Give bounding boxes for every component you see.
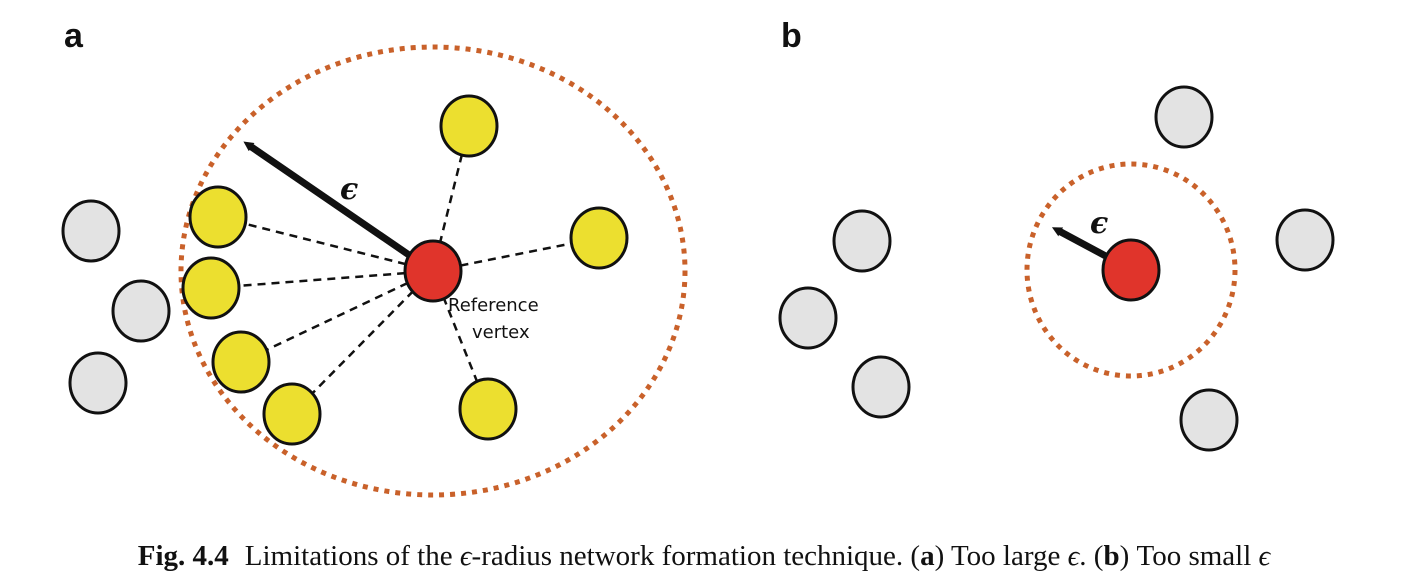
- outside-nodes-b: [778, 85, 1335, 452]
- neighbor-node: [211, 330, 271, 394]
- neighbor-node: [458, 377, 518, 441]
- neighbor-node: [439, 94, 499, 158]
- edge-to-neighbor-left-2: [210, 269, 434, 290]
- epsilon-radius-boundary-small: [1024, 161, 1238, 379]
- neighbor-nodes: [181, 94, 629, 446]
- caption-marker-b: b: [1103, 540, 1120, 572]
- edge-to-neighbor-top: [431, 125, 471, 272]
- figure-number: Fig. 4.4: [137, 540, 229, 572]
- caption-marker-a: a: [920, 540, 935, 572]
- outside-node: [778, 286, 838, 350]
- caption-epsilon-2: ϵ: [1067, 540, 1080, 572]
- reference-label-line1: Reference: [448, 295, 539, 316]
- epsilon-label-small: ϵ: [1090, 206, 1108, 241]
- epsilon-arrow-large: [243, 141, 430, 271]
- outside-node: [1275, 208, 1335, 272]
- panel-b-label: b: [781, 17, 802, 55]
- edge-to-neighbor-left-3: [240, 269, 434, 364]
- outside-node: [61, 199, 121, 263]
- caption-text-5: ) Too small: [1119, 540, 1259, 572]
- caption-epsilon-3: ϵ: [1258, 540, 1271, 572]
- outside-node: [851, 355, 911, 419]
- caption-epsilon-1: ϵ: [459, 540, 472, 572]
- neighbor-node: [188, 185, 248, 249]
- edge-to-neighbor-left-1: [217, 215, 434, 273]
- neighbor-node: [181, 256, 241, 320]
- caption-text-3: ) Too large: [934, 540, 1068, 572]
- outside-node: [832, 209, 892, 273]
- reference-vertex: [403, 239, 463, 303]
- figure-caption: Fig. 4.4 Limitations of the ϵ-radius netw…: [0, 540, 1408, 573]
- outside-nodes-a: [61, 199, 171, 415]
- outside-node: [68, 351, 128, 415]
- caption-text-1: Limitations of the: [244, 540, 460, 572]
- edge-to-neighbor-bottom-right: [431, 270, 490, 410]
- epsilon-radius-boundary-large: [178, 44, 688, 498]
- epsilon-label-large: ϵ: [340, 172, 358, 207]
- outside-node: [1179, 388, 1239, 452]
- neighbor-node: [569, 206, 629, 270]
- reference-label-line2: vertex: [472, 322, 530, 343]
- caption-text-4: . (: [1079, 540, 1104, 572]
- edge-to-neighbor-left-4: [291, 270, 434, 415]
- reference-vertex-b: [1101, 238, 1161, 302]
- panel-b: b ϵ: [778, 17, 1335, 452]
- caption-text-2: -radius network formation technique. (: [471, 540, 921, 572]
- outside-node: [111, 279, 171, 343]
- panel-a: a ϵ: [61, 17, 688, 498]
- outside-node: [1154, 85, 1214, 149]
- neighbor-node: [262, 382, 322, 446]
- panel-a-label: a: [64, 17, 84, 55]
